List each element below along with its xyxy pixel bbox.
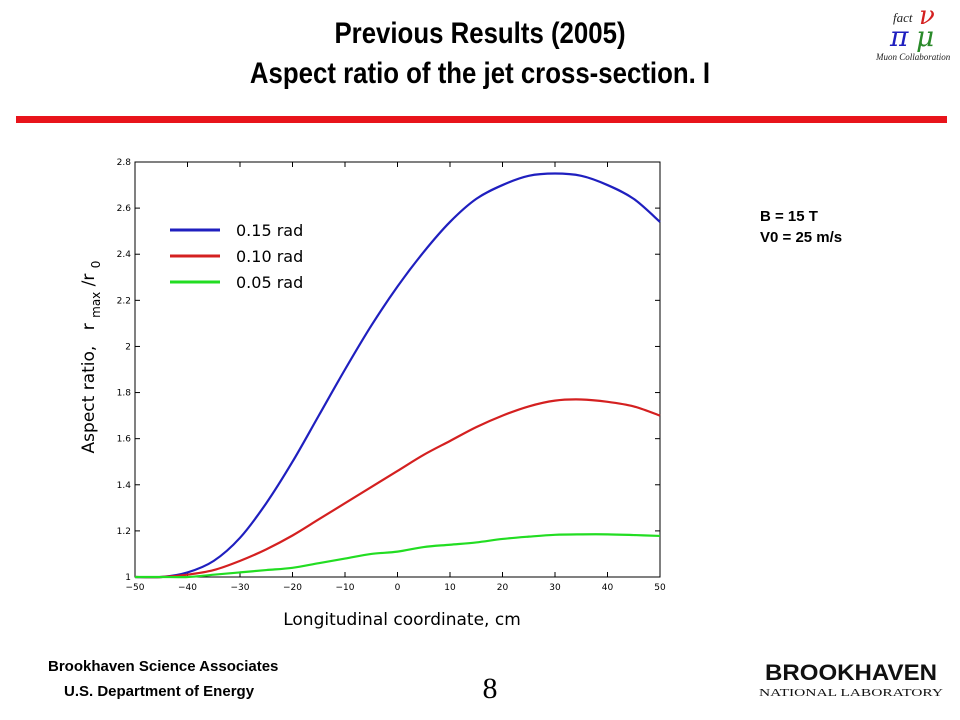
y-axis-label-slash: /r	[79, 274, 99, 287]
x-tick-label: −20	[283, 583, 302, 593]
y-tick-label: 2.6	[117, 204, 132, 214]
legend-label-1: 0.10 rad	[236, 247, 303, 266]
x-tick-label: −40	[178, 583, 197, 593]
brookhaven-logo: BROOKHAVEN NATIONAL LABORATORY	[759, 660, 943, 699]
bnl-logo-name: BROOKHAVEN	[765, 660, 937, 685]
plot-frame	[134, 161, 661, 578]
logo-fact-text: fact	[893, 10, 913, 25]
legend-label-0: 0.15 rad	[236, 221, 303, 240]
x-tick-label: 20	[497, 583, 509, 593]
bnl-logo-subtitle: NATIONAL LABORATORY	[759, 687, 943, 699]
y-tick-label: 1.8	[117, 389, 132, 399]
x-tick-label: 0	[395, 583, 401, 593]
series-line-1	[134, 398, 661, 579]
chart-ticks: −50 −40 −30 −20 −10 0 10 20 30 40 50 1 1.2 1.4 1.6 1.8 2…	[117, 158, 666, 593]
y-tick-label: 2.4	[117, 250, 132, 260]
param-velocity: V0 = 25 m/s	[760, 229, 843, 246]
y-tick-label: 2	[125, 342, 131, 352]
parameters-block: B = 15 T V0 = 25 m/s	[760, 206, 842, 248]
logo-pi-symbol: π	[889, 20, 909, 53]
logo-mu-symbol: μ	[916, 20, 934, 53]
x-tick-label: 50	[654, 583, 666, 593]
y-axis-label-sub-zero: 0	[89, 261, 103, 269]
y-axis-label-text: Aspect ratio,	[79, 346, 99, 454]
legend-label-2: 0.05 rad	[236, 273, 303, 292]
y-tick-label: 2.8	[117, 158, 132, 168]
footer-organization: Brookhaven Science Associates	[48, 658, 279, 675]
chart-series-lines	[134, 172, 661, 579]
x-tick-label: 10	[444, 583, 456, 593]
y-tick-label: 1.6	[117, 435, 132, 445]
x-axis-label: Longitudinal coordinate, cm	[283, 610, 521, 630]
y-axis-label-var: r	[79, 323, 99, 330]
muon-collaboration-logo: fact ν π μ Muon Collaboration	[875, 2, 951, 62]
slide-title-line2: Aspect ratio of the jet cross-section. I	[249, 57, 711, 90]
series-line-0	[134, 172, 661, 579]
title-divider-bar	[16, 116, 947, 123]
slide-title-line1: Previous Results (2005)	[334, 17, 626, 50]
y-axis-label-sub-max: max	[89, 292, 103, 318]
aspect-ratio-chart: −50 −40 −30 −20 −10 0 10 20 30 40 5011.21.41.61.82…	[79, 158, 666, 630]
x-tick-label: 40	[602, 583, 614, 593]
footer-department: U.S. Department of Energy	[64, 683, 255, 700]
series-line-2	[134, 533, 661, 579]
x-tick-label: −30	[231, 583, 250, 593]
logo-nu-symbol: ν	[919, 2, 935, 31]
y-tick-label: 1	[125, 573, 131, 583]
logo-caption: Muon Collaboration	[875, 52, 951, 62]
y-tick-label: 1.2	[117, 527, 131, 537]
y-axis-label: Aspect ratio, r max /r 0	[79, 261, 105, 454]
x-tick-label: 30	[549, 583, 561, 593]
page-number: 8	[482, 672, 498, 705]
x-tick-label: −10	[336, 583, 355, 593]
y-tick-label: 2.2	[117, 296, 131, 306]
param-field: B = 15 T	[760, 208, 818, 225]
chart-axes	[134, 161, 661, 578]
y-tick-label: 1.4	[117, 481, 132, 491]
chart-legend: 0.15 rad 0.10 rad 0.05 rad	[170, 221, 303, 292]
x-tick-label: −50	[126, 583, 145, 593]
